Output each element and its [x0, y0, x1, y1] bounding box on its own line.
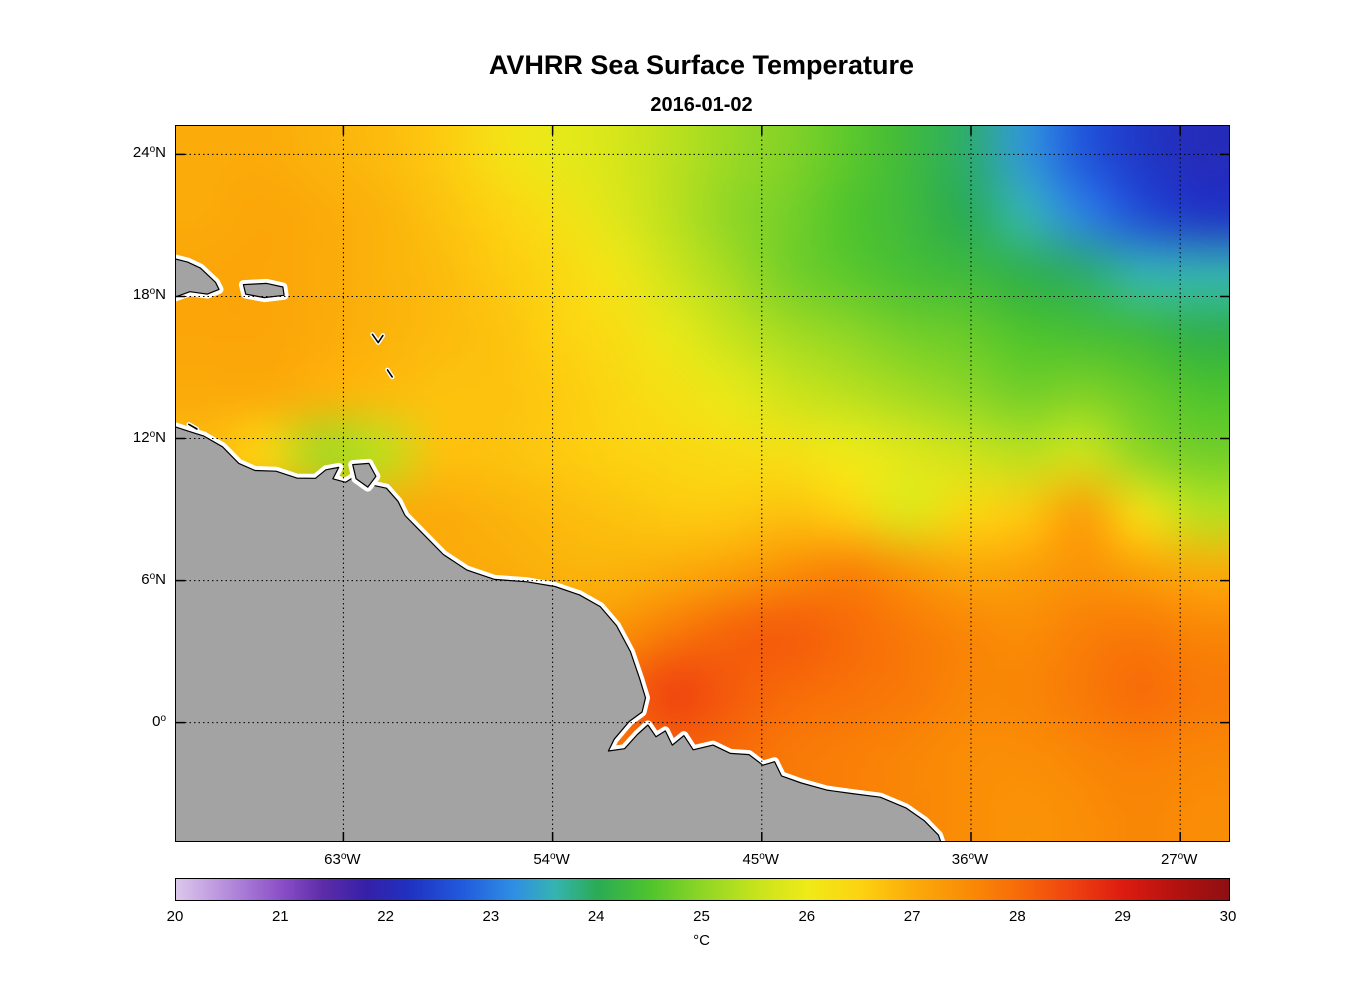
y-tick-label: 0o — [152, 712, 166, 730]
map-overlay — [176, 126, 1229, 841]
colorbar-tick-label: 22 — [377, 908, 394, 925]
x-tick-label: 45oW — [742, 851, 779, 868]
land-trinidad — [352, 462, 377, 488]
x-tick-label: 54oW — [533, 851, 570, 868]
land-south-america — [176, 426, 942, 841]
colorbar-tick-label: 26 — [798, 908, 816, 925]
colorbar-tick-label: 21 — [271, 908, 289, 925]
y-tick-label: 24oN — [132, 144, 166, 162]
chart-title: AVHRR Sea Surface Temperature — [488, 50, 915, 80]
land-hispaniola — [176, 258, 220, 298]
x-tick-label: 63oW — [324, 851, 361, 868]
colorbar-tick-label: 23 — [482, 908, 500, 925]
land-puerto-rico — [242, 282, 285, 299]
colorbar-tick-label: 29 — [1114, 908, 1132, 925]
island-mark-martinique — [386, 369, 393, 378]
island-mark-guadeloupe — [371, 333, 384, 344]
y-tick-label: 12oN — [132, 428, 166, 446]
y-tick-label: 6oN — [141, 570, 166, 588]
x-tick-label: 36oW — [951, 851, 989, 868]
colorbar-tick-label: 30 — [1219, 908, 1237, 925]
plot-area — [175, 125, 1230, 842]
colorbar-unit-label: °C — [693, 932, 710, 949]
y-tick-label: 18oN — [132, 286, 166, 304]
colorbar-tick-label: 27 — [903, 908, 921, 925]
x-tick-label: 27oW — [1160, 851, 1198, 868]
island-mark-curacao — [188, 423, 198, 430]
colorbar-tick-label: 25 — [693, 908, 710, 925]
colorbar-tick-label: 24 — [587, 908, 605, 925]
colorbar-tick-label: 28 — [1009, 908, 1026, 925]
colorbar-tick-label: 20 — [166, 908, 184, 925]
chart-date-subtitle: 2016-01-02 — [650, 94, 753, 116]
colorbar — [175, 878, 1230, 901]
